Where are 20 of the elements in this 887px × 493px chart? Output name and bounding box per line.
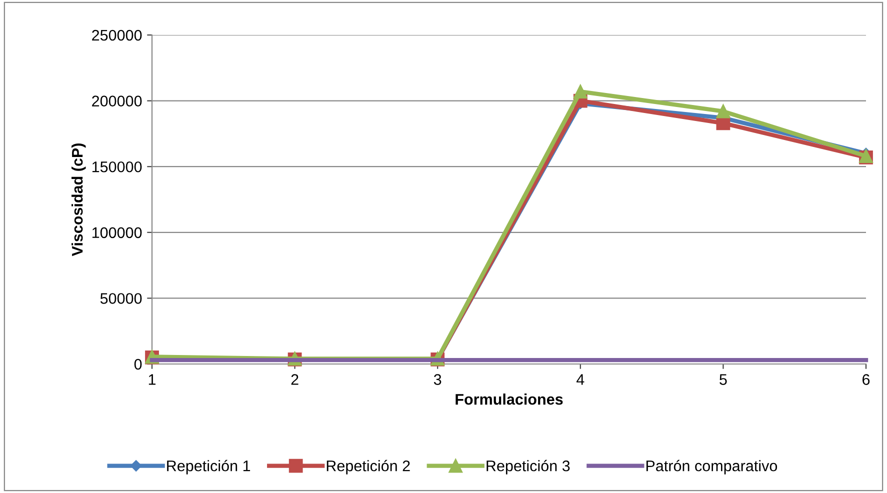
legend-label: Patrón comparativo — [646, 460, 778, 474]
point — [716, 104, 730, 118]
y-tick-label: 50000 — [100, 293, 142, 304]
x-tick-label: 2 — [291, 374, 298, 385]
legend-label: Repetición 3 — [486, 460, 570, 474]
y-tick-label: 0 — [134, 358, 142, 370]
legend-label: Repetición 1 — [167, 460, 250, 474]
x-tick-label: 5 — [720, 374, 727, 385]
point — [573, 84, 588, 99]
legend-label: Repetición 2 — [326, 460, 410, 474]
y-tick-label: 150000 — [92, 161, 142, 172]
x-tick-label: 6 — [862, 374, 870, 385]
x-tick-label: 1 — [148, 374, 156, 385]
y-tick-label: 200000 — [92, 96, 142, 106]
y-tick-label: 250000 — [92, 30, 142, 41]
y-tick-label: 100000 — [92, 227, 142, 238]
x-tick-label: 4 — [576, 374, 584, 385]
y-axis-title: Viscosidad (cP) — [72, 144, 86, 256]
x-axis-title: Formulaciones — [456, 394, 563, 405]
x-tick-label: 3 — [434, 374, 442, 385]
